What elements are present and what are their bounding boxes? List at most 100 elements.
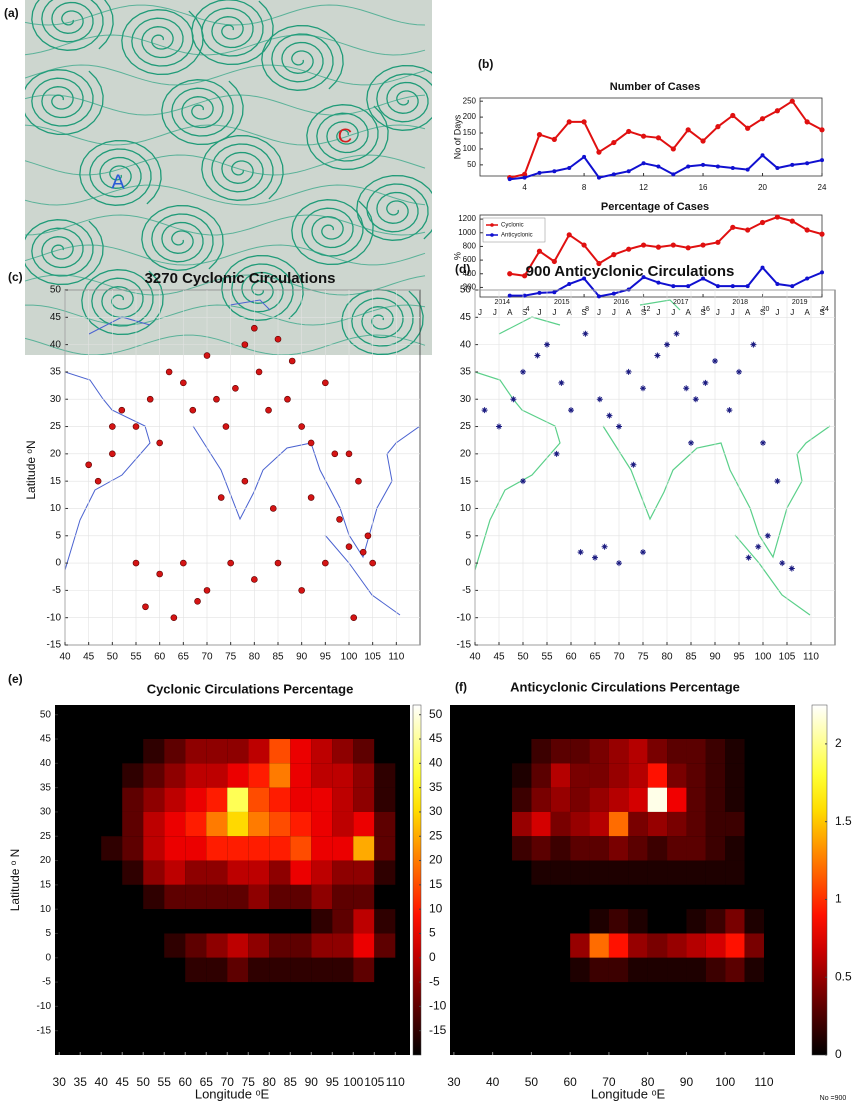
heat-cell [122,860,144,885]
heat-cell [143,811,165,837]
heat-cell [227,933,249,958]
y-tick-label: 30 [50,394,62,405]
point [626,169,631,174]
month-label: J [537,308,541,317]
heat-cell [332,860,354,885]
point [641,161,646,166]
heat-cell [290,957,312,983]
heat-cell [531,811,551,837]
x-tick-label: 4 [522,183,527,192]
point [700,138,706,144]
point [745,167,750,172]
heat-cell [290,884,312,910]
heat-cell [185,884,207,910]
heat-cell [686,933,706,958]
point [322,379,329,387]
point [331,450,339,458]
heat-cell [725,933,745,958]
heat-cell [608,763,629,788]
heat-cell [589,836,609,861]
point [654,352,661,359]
heat-cell [686,739,706,764]
point [701,162,706,167]
x-tick-label: 12 [643,306,651,313]
point [165,368,173,376]
colorbar-tick-label: 0 [429,950,436,964]
heat-cell [227,763,249,788]
point [566,232,572,238]
heat-cell [164,739,186,764]
x-tick-label: 45 [116,1075,130,1089]
heat-cell [227,860,249,885]
heat-cell [353,811,375,837]
heat-cell [332,957,354,983]
heat-cell [589,811,609,837]
point [520,478,526,485]
point [142,603,149,611]
x-tick-label: 24 [821,306,829,313]
heat-cell [667,933,687,958]
heat-cell [311,933,333,958]
heat-cell [647,957,668,983]
heat-cell [647,860,668,885]
heat-cell [512,811,532,837]
streamline [25,154,426,176]
y-tick-label: 20 [460,448,472,459]
heat-cell [492,909,513,934]
point [322,559,329,567]
x-axis-label: Longitude ᵒE [195,1086,270,1101]
heat-cell [608,787,629,812]
heat-cell [550,836,571,861]
heat-cell [550,909,571,934]
footnote: No =900 [820,1095,847,1102]
point [567,166,572,171]
x-tick-label: 70 [602,1075,616,1089]
heat-cell [227,884,249,910]
point [788,565,795,572]
streamline [341,289,424,355]
y-tick-label: 200 [463,112,477,121]
point [779,560,786,567]
heat-cell [531,957,551,983]
heat-cell [206,860,228,885]
plot-frame [479,97,823,177]
heat-cell [374,884,396,910]
y-tick-label: -10 [47,612,62,623]
month-label: A [745,308,751,317]
heat-cell [550,957,571,983]
point [551,136,557,142]
x-tick-label: 90 [296,652,308,663]
streamline [121,9,204,76]
point [180,379,187,387]
heat-cell [570,739,590,764]
heat-cell [143,739,165,764]
point [692,396,699,403]
panel-label: (f) [455,680,467,694]
month-label: J [612,308,616,317]
point [764,532,771,539]
y-tick-label: 250 [463,96,477,105]
point [537,170,542,175]
heat-cell [206,909,228,934]
point [369,559,376,567]
point [819,127,825,133]
y-tick-label: 20 [50,448,62,459]
heat-cell [512,957,532,983]
point [288,357,296,365]
heat-cell [550,763,571,788]
x-tick-label: 50 [517,652,529,663]
heat-cell [705,909,726,934]
y-tick-label: 1000 [458,228,476,237]
heat-cell [725,957,745,983]
heat-cell [101,860,123,885]
heat-cell [667,763,687,788]
heat-cell [185,836,207,861]
heat-cell [628,787,648,812]
heat-cell [185,957,207,983]
point [775,282,780,287]
point [222,423,230,430]
point [596,294,601,299]
point [265,406,272,414]
heat-cell [589,957,609,983]
x-tick-label: 70 [613,652,625,663]
